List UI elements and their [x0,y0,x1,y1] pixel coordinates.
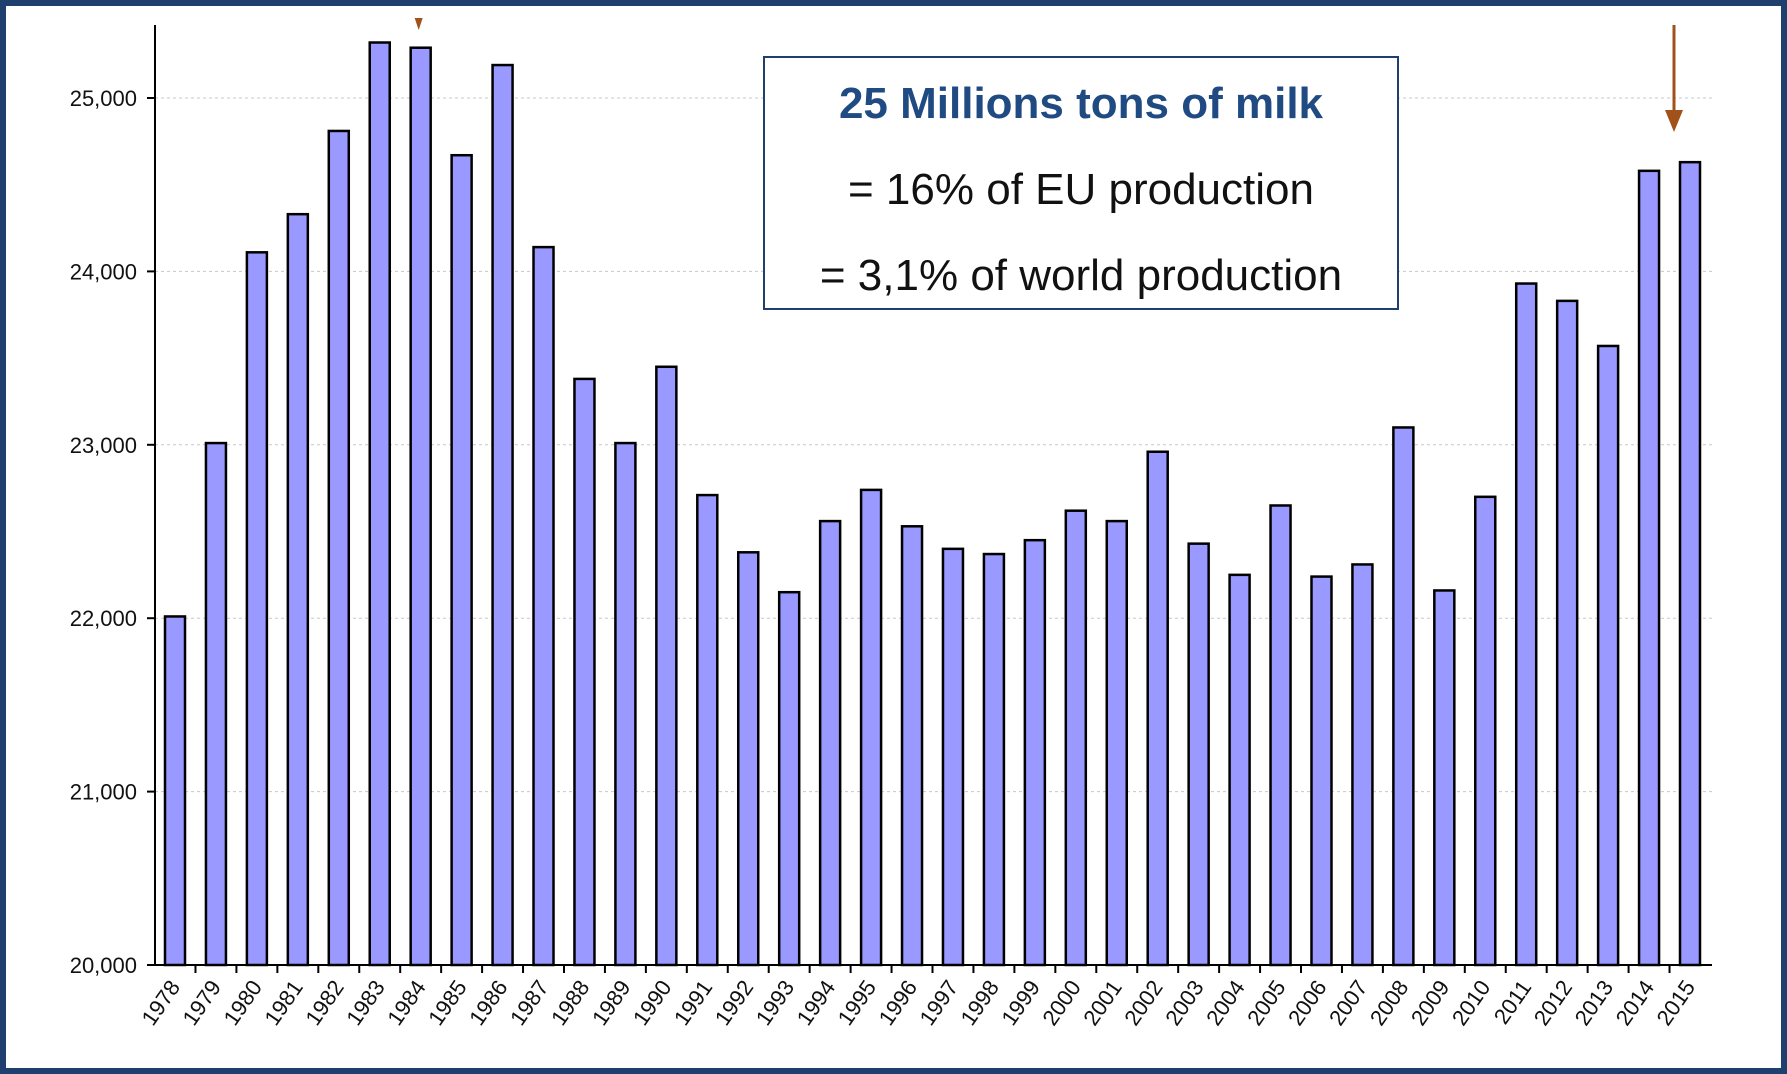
bar-1996 [900,525,924,967]
y-tick-label: 24,000 [70,259,137,284]
bar-1991 [696,493,719,967]
bar-2005 [1269,504,1292,967]
y-tick-label: 23,000 [70,433,137,458]
x-tick-label: 2015 [1652,976,1701,1030]
bar-1979 [204,441,228,967]
x-tick-label: 1978 [137,976,186,1030]
x-tick-label: 2002 [1119,976,1168,1030]
eu-share-line: = 16% of EU production [848,165,1314,214]
bar-2008 [1392,426,1415,967]
x-tick-label: 2014 [1611,976,1660,1030]
x-tick-label: 1989 [587,976,636,1030]
bar-2013 [1596,344,1620,967]
bar-1994 [818,519,842,967]
x-tick-label: 2008 [1365,976,1414,1030]
arrow-1984 [414,18,423,30]
arrow-2015 [1665,25,1683,132]
bar-1999 [1023,538,1047,967]
bar-2002 [1146,450,1169,967]
bar-1986 [491,63,514,967]
x-tick-label: 1982 [300,976,349,1030]
x-tick-label: 1999 [996,976,1045,1030]
x-tick-label: 1985 [423,976,472,1030]
x-tick-label: 2004 [1201,976,1250,1030]
bar-1988 [573,377,596,967]
x-tick-label: 1983 [341,976,390,1030]
annotations [414,18,1683,132]
x-tick-label: 1984 [382,976,431,1030]
x-tick-label: 1993 [751,976,800,1030]
bar-2004 [1228,573,1251,967]
bar-2009 [1433,589,1456,967]
x-tick-label: 2006 [1283,976,1332,1030]
info-callout-box: 25 Millions tons of milk = 16% of EU pro… [763,56,1399,310]
bar-2012 [1555,299,1579,967]
bar-2014 [1637,169,1661,967]
x-tick-labels: 1978197919801981198219831984198519861987… [137,965,1701,1030]
bar-1995 [859,488,883,967]
bar-1997 [941,547,965,967]
x-tick-label: 2013 [1570,976,1619,1030]
x-tick-label: 1986 [464,976,513,1030]
x-tick-label: 2001 [1078,976,1127,1030]
bar-1981 [286,212,310,967]
bar-2001 [1105,519,1129,967]
x-tick-label: 2009 [1406,976,1455,1030]
x-tick-label: 2005 [1242,976,1291,1030]
x-tick-label: 1979 [177,976,226,1030]
bar-2000 [1064,509,1088,967]
x-tick-label: 1991 [669,976,718,1030]
y-tick-label: 25,000 [70,86,137,111]
bar-1985 [450,153,473,967]
bar-1983 [368,41,391,967]
x-tick-label: 1997 [915,976,964,1030]
x-tick-label: 1981 [259,976,308,1030]
bar-2015 [1678,160,1702,967]
x-tick-label: 1987 [505,976,554,1030]
x-tick-label: 1998 [955,976,1004,1030]
bar-2007 [1351,563,1374,967]
y-tick-label: 21,000 [70,780,137,805]
y-tick-labels: 20,000 21,000 22,000 23,000 24,000 25,000 [70,86,155,978]
bar-1998 [982,552,1006,967]
x-tick-label: 1990 [628,976,677,1030]
x-tick-label: 2007 [1324,976,1373,1030]
info-title: 25 Millions tons of milk [838,79,1324,128]
bar-1992 [736,551,760,967]
x-tick-label: 1988 [546,976,595,1030]
bar-2006 [1310,575,1333,967]
bar-1980 [245,251,269,967]
bar-2003 [1187,542,1210,967]
bar-2010 [1474,495,1497,967]
y-tick-label: 22,000 [70,606,137,631]
x-tick-label: 1996 [874,976,923,1030]
y-tick-label: 20,000 [70,953,137,978]
bar-2011 [1514,282,1538,967]
x-tick-label: 1994 [792,976,841,1030]
x-tick-label: 1995 [833,976,882,1030]
bar-1982 [327,129,351,967]
bar-1990 [655,365,678,967]
world-share-line: = 3,1% of world production [819,251,1343,300]
bar-1978 [163,615,187,967]
x-tick-label: 2010 [1447,976,1496,1030]
bar-1987 [532,245,555,967]
x-tick-label: 2003 [1160,976,1209,1030]
bar-1984 [409,46,432,967]
x-tick-label: 1992 [710,976,759,1030]
x-tick-label: 2012 [1529,976,1578,1030]
bar-1989 [614,441,637,967]
x-tick-label: 1980 [218,976,267,1030]
bar-1993 [777,590,801,967]
x-tick-label: 2011 [1489,976,1537,1029]
x-tick-label: 2000 [1037,976,1086,1030]
bars [163,41,1702,967]
